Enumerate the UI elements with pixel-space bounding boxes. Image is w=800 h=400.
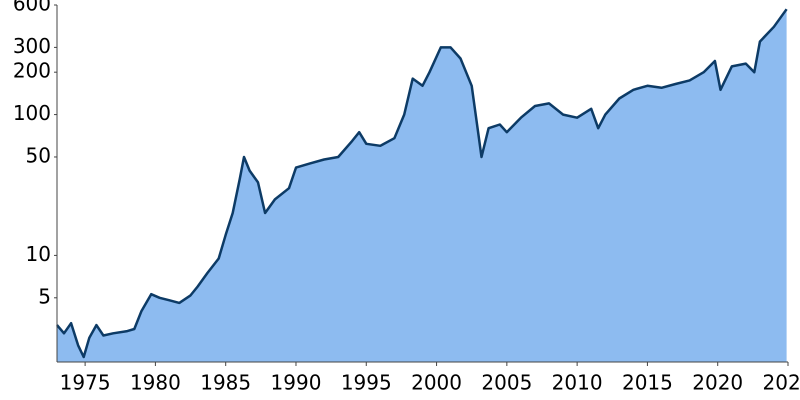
y-tick-label: 5 bbox=[38, 284, 51, 308]
y-tick-label: 50 bbox=[26, 143, 51, 167]
x-tick-label: 2020 bbox=[692, 371, 743, 395]
x-tick-label: 1985 bbox=[200, 371, 251, 395]
x-tick-label: 1990 bbox=[271, 371, 322, 395]
x-tick-label: 2010 bbox=[552, 371, 603, 395]
x-tick-label: 1980 bbox=[130, 371, 181, 395]
line bbox=[56, 8, 788, 359]
x-tick-label: 1975 bbox=[60, 371, 111, 395]
x-tick-label: 1995 bbox=[341, 371, 392, 395]
x-tick-label: 2005 bbox=[481, 371, 532, 395]
y-tick-label: 10 bbox=[26, 242, 51, 266]
y-tick-label: 600 bbox=[13, 0, 51, 16]
x-tick-label: 2000 bbox=[411, 371, 462, 395]
x-tick-label: 2015 bbox=[622, 371, 673, 395]
y-tick-label: 100 bbox=[13, 101, 51, 125]
y-tick-label: 200 bbox=[13, 59, 51, 83]
area bbox=[57, 9, 787, 362]
y-tick-label: 300 bbox=[13, 34, 51, 58]
x-tick-label: 2025 bbox=[763, 371, 800, 395]
